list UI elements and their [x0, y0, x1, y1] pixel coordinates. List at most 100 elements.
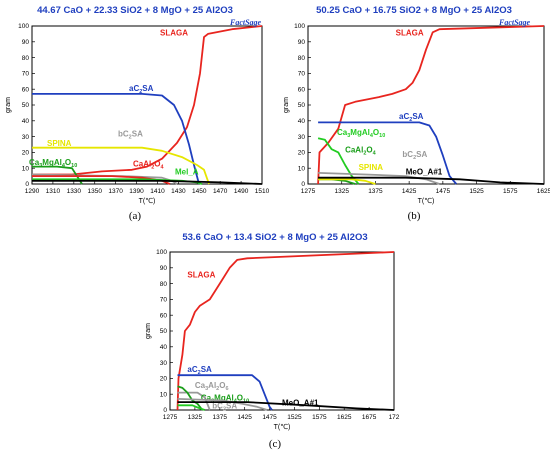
x-tick-label: 1375 — [213, 414, 228, 421]
x-tick-label: 1425 — [402, 188, 417, 195]
chart-panel-b: 50.25 CaO + 16.75 SiO2 + 8 MgO + 25 Al2O… — [278, 0, 550, 228]
series-label-slaga: SLAGA — [187, 270, 215, 279]
y-tick-label: 80 — [22, 55, 30, 62]
y-tick-label: 10 — [22, 165, 30, 172]
y-tick-label: 50 — [160, 328, 168, 335]
chart-c: 0 10 20 30 40 50 60 70 80 90 100 1275 1325 1375 1425 14… — [145, 249, 400, 431]
x-axis-label: T(℃) — [139, 198, 156, 205]
series-label-slaga: SLAGA — [160, 28, 188, 37]
series-label-ac2sa: aC2SA — [187, 365, 212, 376]
x-tick-label: 1430 — [171, 188, 186, 195]
series-line-ca3mgal4o10 — [177, 385, 204, 411]
y-tick-label: 0 — [163, 407, 167, 414]
y-tick-label: 60 — [160, 312, 168, 319]
series-line-slaga — [176, 251, 395, 411]
chart-b: 0 10 20 30 40 50 60 70 80 90 100 1275 1325 1375 1425 14… — [283, 23, 550, 205]
series-label-spina: SPINA — [47, 139, 72, 148]
x-tick-label: 1330 — [67, 188, 82, 195]
series-line-bc2sa — [318, 172, 440, 185]
x-tick-label: 1525 — [469, 188, 484, 195]
series-label-meo-a-1: MeO_A#1 — [282, 398, 319, 407]
series-label-caal2o4: CaAl2O4 — [133, 160, 165, 171]
factsage-logo-b: FactSage — [499, 18, 531, 27]
panel-label-c: (c) — [268, 438, 282, 450]
y-tick-label: 0 — [25, 181, 29, 188]
series-line-ac2sa — [318, 121, 457, 185]
x-tick-label: 1475 — [436, 188, 451, 195]
y-tick-label: 30 — [298, 134, 306, 141]
y-tick-label: 70 — [22, 71, 30, 78]
y-axis-label: gram — [5, 97, 12, 113]
y-tick-label: 20 — [298, 150, 306, 157]
series-line-unlabeled — [32, 179, 263, 185]
x-tick-label: 1275 — [301, 188, 316, 195]
series-label-bc2sa: bC2SA — [212, 401, 237, 412]
y-tick-label: 10 — [160, 391, 168, 398]
factsage-logo-a: FactSage — [230, 18, 262, 27]
x-tick-label: 1350 — [87, 188, 102, 195]
series-line-caal2o4 — [32, 175, 171, 185]
y-tick-label: 50 — [298, 102, 306, 109]
y-tick-label: 40 — [298, 118, 306, 125]
x-tick-label: 1525 — [287, 414, 302, 421]
panel-label-b: (b) — [407, 210, 421, 222]
y-tick-label: 30 — [22, 134, 30, 141]
series-label-ca3mgal4o10: Ca3MgAl4O10 — [29, 158, 77, 169]
y-tick-label: 80 — [160, 281, 168, 288]
y-axis-label: gram — [145, 323, 152, 339]
x-tick-label: 1390 — [129, 188, 144, 195]
y-tick-label: 40 — [160, 344, 168, 351]
y-tick-label: 90 — [160, 265, 168, 272]
y-tick-label: 100 — [156, 249, 167, 256]
x-tick-label: 1370 — [108, 188, 123, 195]
x-tick-label: 172 — [389, 414, 400, 421]
x-tick-label: 1425 — [237, 414, 252, 421]
y-tick-label: 70 — [298, 71, 306, 78]
y-tick-label: 50 — [22, 102, 30, 109]
x-tick-label: 1410 — [150, 188, 165, 195]
series-line-ca3mgal4o10 — [317, 137, 360, 185]
y-tick-label: 40 — [22, 118, 30, 125]
x-axis-label: T(℃) — [274, 424, 291, 431]
x-tick-label: 1310 — [46, 188, 61, 195]
series-label-meo-a-1: MeO_A#1 — [406, 168, 443, 177]
chart-title-a: 44.67 CaO + 22.33 SiO2 + 8 MgO + 25 Al2O… — [37, 5, 233, 16]
x-tick-label: 1275 — [163, 414, 178, 421]
x-tick-label: 1510 — [255, 188, 270, 195]
y-axis-label: gram — [283, 97, 290, 113]
y-tick-label: 70 — [160, 297, 168, 304]
series-label-bc2sa: bC2SA — [402, 150, 427, 161]
chart-a: 0 10 20 30 40 50 60 70 80 90 100 1290 1310 1330 1350 13… — [5, 23, 270, 205]
chart-title-c: 53.6 CaO + 13.4 SiO2 + 8 MgO + 25 Al2O3 — [182, 232, 368, 243]
panel-label-a: (a) — [128, 210, 142, 222]
x-tick-label: 1675 — [362, 414, 377, 421]
series-label-ac2sa: aC2SA — [129, 84, 154, 95]
x-tick-label: 1475 — [262, 414, 277, 421]
series-label-ca3mgal4o10: Ca3MgAl4O10 — [337, 128, 385, 139]
x-tick-label: 1450 — [192, 188, 207, 195]
y-tick-label: 100 — [18, 23, 29, 30]
x-tick-label: 1290 — [25, 188, 40, 195]
series-line-spina — [318, 178, 376, 185]
y-tick-label: 100 — [294, 23, 305, 30]
y-tick-label: 90 — [22, 39, 30, 46]
x-tick-label: 1625 — [337, 414, 352, 421]
series-line-bc2sa — [177, 398, 268, 411]
series-line-ac2sa — [32, 93, 200, 185]
y-tick-label: 20 — [160, 376, 168, 383]
chart-panel-c: 53.6 CaO + 13.4 SiO2 + 8 MgO + 25 Al2O3 … — [140, 228, 410, 455]
series-label-ca3al2o6: Ca3Al2O6 — [195, 381, 229, 392]
series-label-spina: SPINA — [359, 163, 384, 172]
y-tick-label: 30 — [160, 360, 168, 367]
x-tick-label: 1575 — [312, 414, 327, 421]
series-label-mel-a: Mel_A — [175, 168, 199, 177]
x-tick-label: 1375 — [368, 188, 383, 195]
y-tick-label: 60 — [298, 86, 306, 93]
series-line-slaga — [32, 25, 263, 176]
x-tick-label: 1325 — [334, 188, 349, 195]
y-tick-label: 80 — [298, 55, 306, 62]
x-tick-label: 1325 — [188, 414, 203, 421]
series-line-unlabeled — [177, 404, 206, 411]
y-tick-label: 10 — [298, 165, 306, 172]
y-tick-label: 60 — [22, 86, 30, 93]
